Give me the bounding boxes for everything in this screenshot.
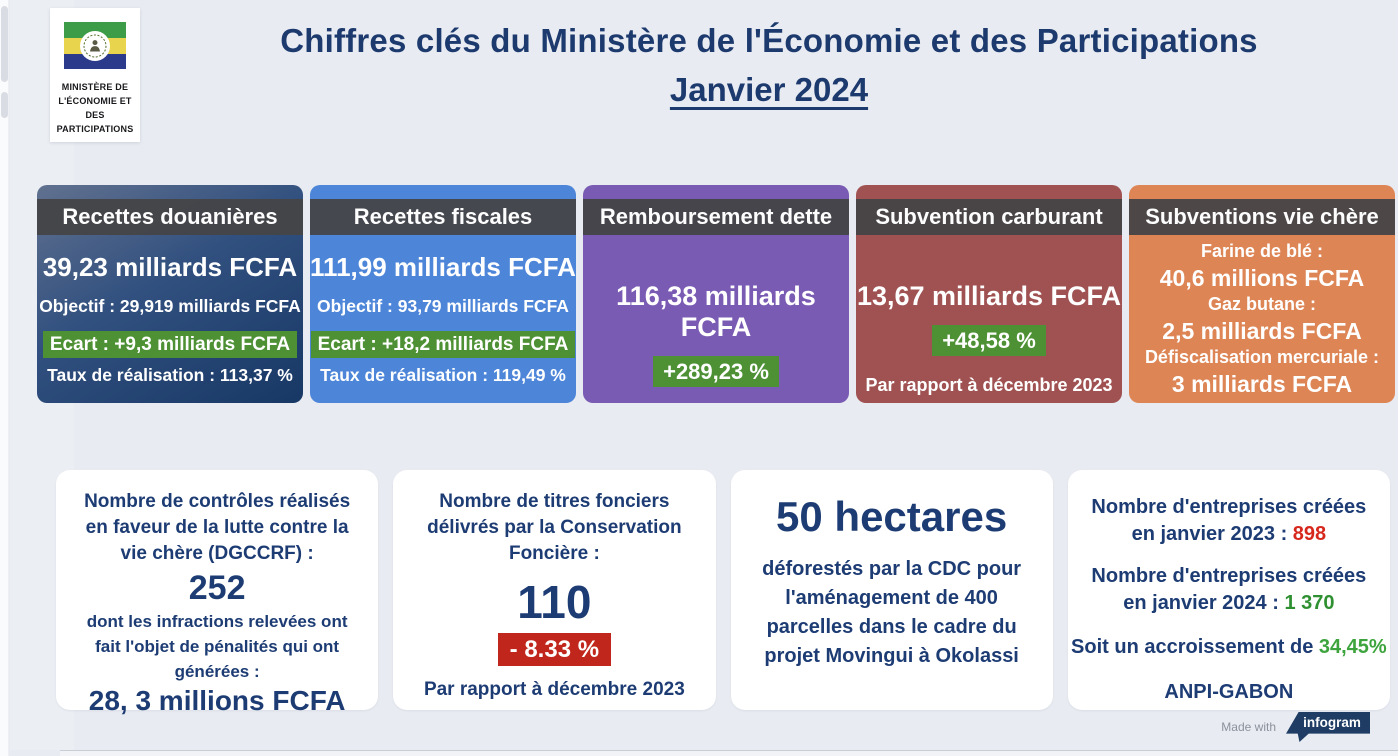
card-recettes-douanieres: Recettes douanières 39,23 milliards FCFA… — [37, 185, 303, 403]
card-title: Recettes douanières — [37, 199, 303, 235]
logo-line-3: PARTICIPATIONS — [56, 124, 134, 134]
made-with-label: Made with — [1221, 720, 1276, 734]
card-subventions-vie-chere: Subventions vie chère Farine de blé : 40… — [1129, 185, 1395, 403]
companies-source: ANPI-GABON — [1164, 681, 1294, 703]
card-title: Subvention carburant — [856, 199, 1122, 235]
card-titres-fonciers: Nombre de titres fonciers délivrés par l… — [393, 470, 716, 710]
stat-count: 110 — [517, 576, 592, 628]
kpi-value: 111,99 milliards FCFA — [310, 252, 576, 282]
companies-2024-label-bottom: en janvier 2024 : — [1123, 592, 1279, 614]
subsidy-label: Gaz butane : — [1207, 294, 1316, 314]
infogram-logo-text: infogram — [1303, 715, 1361, 730]
kpi-rate: Taux de réalisation : 119,49 % — [320, 365, 566, 385]
scrollbar-thumb[interactable] — [1, 6, 8, 82]
companies-2023-label-bottom: en janvier 2023 : — [1131, 523, 1288, 545]
kpi-value: 116,38 milliards FCFA — [616, 281, 816, 342]
header: Chiffres clés du Ministère de l'Économie… — [150, 22, 1388, 109]
card-recettes-fiscales: Recettes fiscales 111,99 milliards FCFA … — [310, 185, 576, 403]
kpi-rate: Taux de réalisation : 113,37 % — [47, 365, 293, 385]
companies-2024-label-top: Nombre d'entreprises créées — [1091, 565, 1367, 587]
card-entreprises-anpi: Nombre d'entreprises créées en janvier 2… — [1067, 470, 1390, 710]
kpi-change-row: +48,58 % — [856, 312, 1122, 356]
subsidy-label: Farine de blé : — [1200, 241, 1324, 261]
stat-change-row: - 8.33 % — [393, 627, 715, 666]
gap-badge: Ecart : +18,2 milliards FCFA — [310, 331, 576, 358]
footer: Made with infogram — [1221, 712, 1370, 742]
companies-2023-line: Nombre d'entreprises créées en janvier 2… — [1068, 470, 1390, 548]
subsidy-value: 40,6 millions FCFA — [1159, 265, 1365, 291]
change-badge: +48,58 % — [932, 325, 1046, 356]
stats-row: Nombre de contrôles réalisés en faveur d… — [56, 470, 1390, 716]
gabon-flag-icon — [64, 22, 126, 69]
flag-stripe-blue — [64, 54, 126, 69]
page-title: Chiffres clés du Ministère de l'Économie… — [280, 22, 1258, 59]
kpi-objective: Objectif : 93,79 milliards FCFA — [317, 296, 569, 316]
kpi-gap-row: Ecart : +9,3 milliards FCFA — [37, 317, 303, 358]
change-badge: +289,23 % — [653, 356, 779, 387]
stat-body: dont les infractions relevées ont fait l… — [86, 612, 348, 681]
flag-stripe-green — [64, 22, 126, 38]
page-subtitle: Janvier 2024 — [669, 71, 869, 108]
kpi-row: Recettes douanières 39,23 milliards FCFA… — [37, 185, 1395, 403]
stat-headline: 50 hectares — [776, 493, 1008, 540]
stat-heading: Nombre de contrôles réalisés en faveur d… — [84, 491, 351, 564]
gabon-seal-icon — [80, 30, 110, 61]
card-remboursement-dette: Remboursement dette 116,38 milliards FCF… — [583, 185, 849, 403]
infogram-logo[interactable]: infogram — [1286, 712, 1370, 742]
growth-label: Soit un accroissement de — [1071, 636, 1314, 658]
companies-2024-line: Nombre d'entreprises créées en janvier 2… — [1068, 563, 1390, 617]
stat-note: Par rapport à décembre 2023 — [423, 679, 685, 700]
card-title: Recettes fiscales — [310, 199, 576, 235]
companies-growth-line: Soit un accroissement de 34,45% — [1068, 634, 1390, 661]
card-hectares-cdc: 50 hectares déforestés par la CDC pour l… — [730, 470, 1053, 710]
kpi-note: Par rapport à décembre 2023 — [865, 375, 1113, 395]
kpi-value: 39,23 milliards FCFA — [42, 252, 298, 282]
ministry-logo: MINISTÈRE DE L'ÉCONOMIE ET DES PARTICIPA… — [50, 8, 140, 142]
card-title: Remboursement dette — [583, 199, 849, 235]
change-badge-negative: - 8.33 % — [497, 633, 612, 666]
companies-2024-value: 1 370 — [1284, 592, 1335, 614]
subsidy-label: Défiscalisation mercuriale : — [1144, 347, 1380, 367]
kpi-gap-row: Ecart : +18,2 milliards FCFA — [310, 317, 576, 358]
stat-body: déforestés par la CDC pour l'aménagement… — [762, 558, 1022, 667]
scrollbar-track — [0, 0, 9, 756]
logo-line-1: MINISTÈRE DE — [61, 82, 129, 92]
companies-2023-label-top: Nombre d'entreprises créées — [1091, 496, 1367, 518]
scrollbar-thumb[interactable] — [1, 92, 8, 118]
kpi-objective: Objectif : 29,919 milliards FCFA — [39, 296, 301, 316]
ministry-logo-text: MINISTÈRE DE L'ÉCONOMIE ET DES PARTICIPA… — [50, 80, 140, 136]
logo-line-2: L'ÉCONOMIE ET DES — [58, 96, 132, 120]
card-subvention-carburant: Subvention carburant 13,67 milliards FCF… — [856, 185, 1122, 403]
growth-value: 34,45% — [1318, 636, 1387, 658]
stat-count: 252 — [188, 569, 246, 607]
subsidy-value: 2,5 milliards FCFA — [1162, 318, 1362, 344]
card-controles-dgccrf: Nombre de contrôles réalisés en faveur d… — [56, 470, 379, 716]
gap-badge: Ecart : +9,3 milliards FCFA — [42, 331, 298, 358]
kpi-value: 13,67 milliards FCFA — [856, 281, 1122, 311]
subsidy-value: 3 milliards FCFA — [1171, 371, 1353, 397]
stat-heading: Nombre de titres fonciers délivrés par l… — [427, 491, 682, 564]
stat-amount: 28, 3 millions FCFA — [88, 685, 346, 716]
card-title: Subventions vie chère — [1129, 199, 1395, 235]
kpi-change-row: +289,23 % — [583, 343, 849, 387]
page-bottom-edge — [60, 750, 1398, 756]
companies-2023-value: 898 — [1292, 523, 1327, 545]
